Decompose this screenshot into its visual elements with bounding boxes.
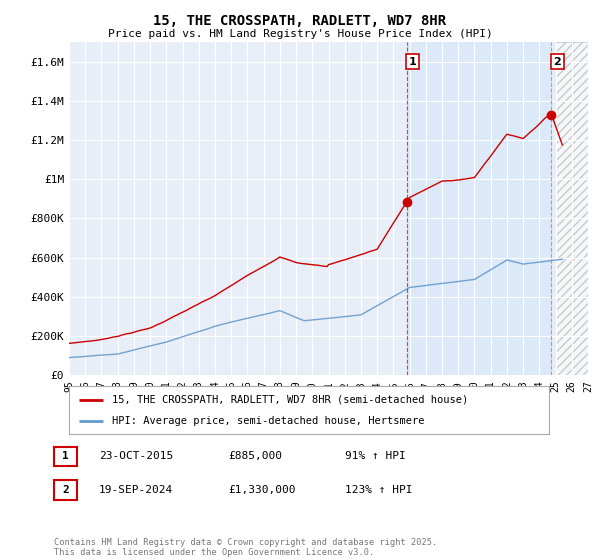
Text: HPI: Average price, semi-detached house, Hertsmere: HPI: Average price, semi-detached house,… <box>112 416 425 426</box>
Text: 15, THE CROSSPATH, RADLETT, WD7 8HR (semi-detached house): 15, THE CROSSPATH, RADLETT, WD7 8HR (sem… <box>112 395 469 405</box>
Text: Contains HM Land Registry data © Crown copyright and database right 2025.
This d: Contains HM Land Registry data © Crown c… <box>54 538 437 557</box>
Text: 91% ↑ HPI: 91% ↑ HPI <box>345 451 406 461</box>
Text: 123% ↑ HPI: 123% ↑ HPI <box>345 485 413 495</box>
Text: 23-OCT-2015: 23-OCT-2015 <box>99 451 173 461</box>
Text: 2: 2 <box>553 57 561 67</box>
Text: 19-SEP-2024: 19-SEP-2024 <box>99 485 173 495</box>
Text: £1,330,000: £1,330,000 <box>228 485 296 495</box>
Text: 2: 2 <box>62 485 69 495</box>
Text: £885,000: £885,000 <box>228 451 282 461</box>
Polygon shape <box>556 42 588 375</box>
Text: Price paid vs. HM Land Registry's House Price Index (HPI): Price paid vs. HM Land Registry's House … <box>107 29 493 39</box>
Text: 15, THE CROSSPATH, RADLETT, WD7 8HR: 15, THE CROSSPATH, RADLETT, WD7 8HR <box>154 14 446 28</box>
Text: 1: 1 <box>62 451 69 461</box>
Text: 1: 1 <box>409 57 416 67</box>
Bar <box>407 42 551 375</box>
